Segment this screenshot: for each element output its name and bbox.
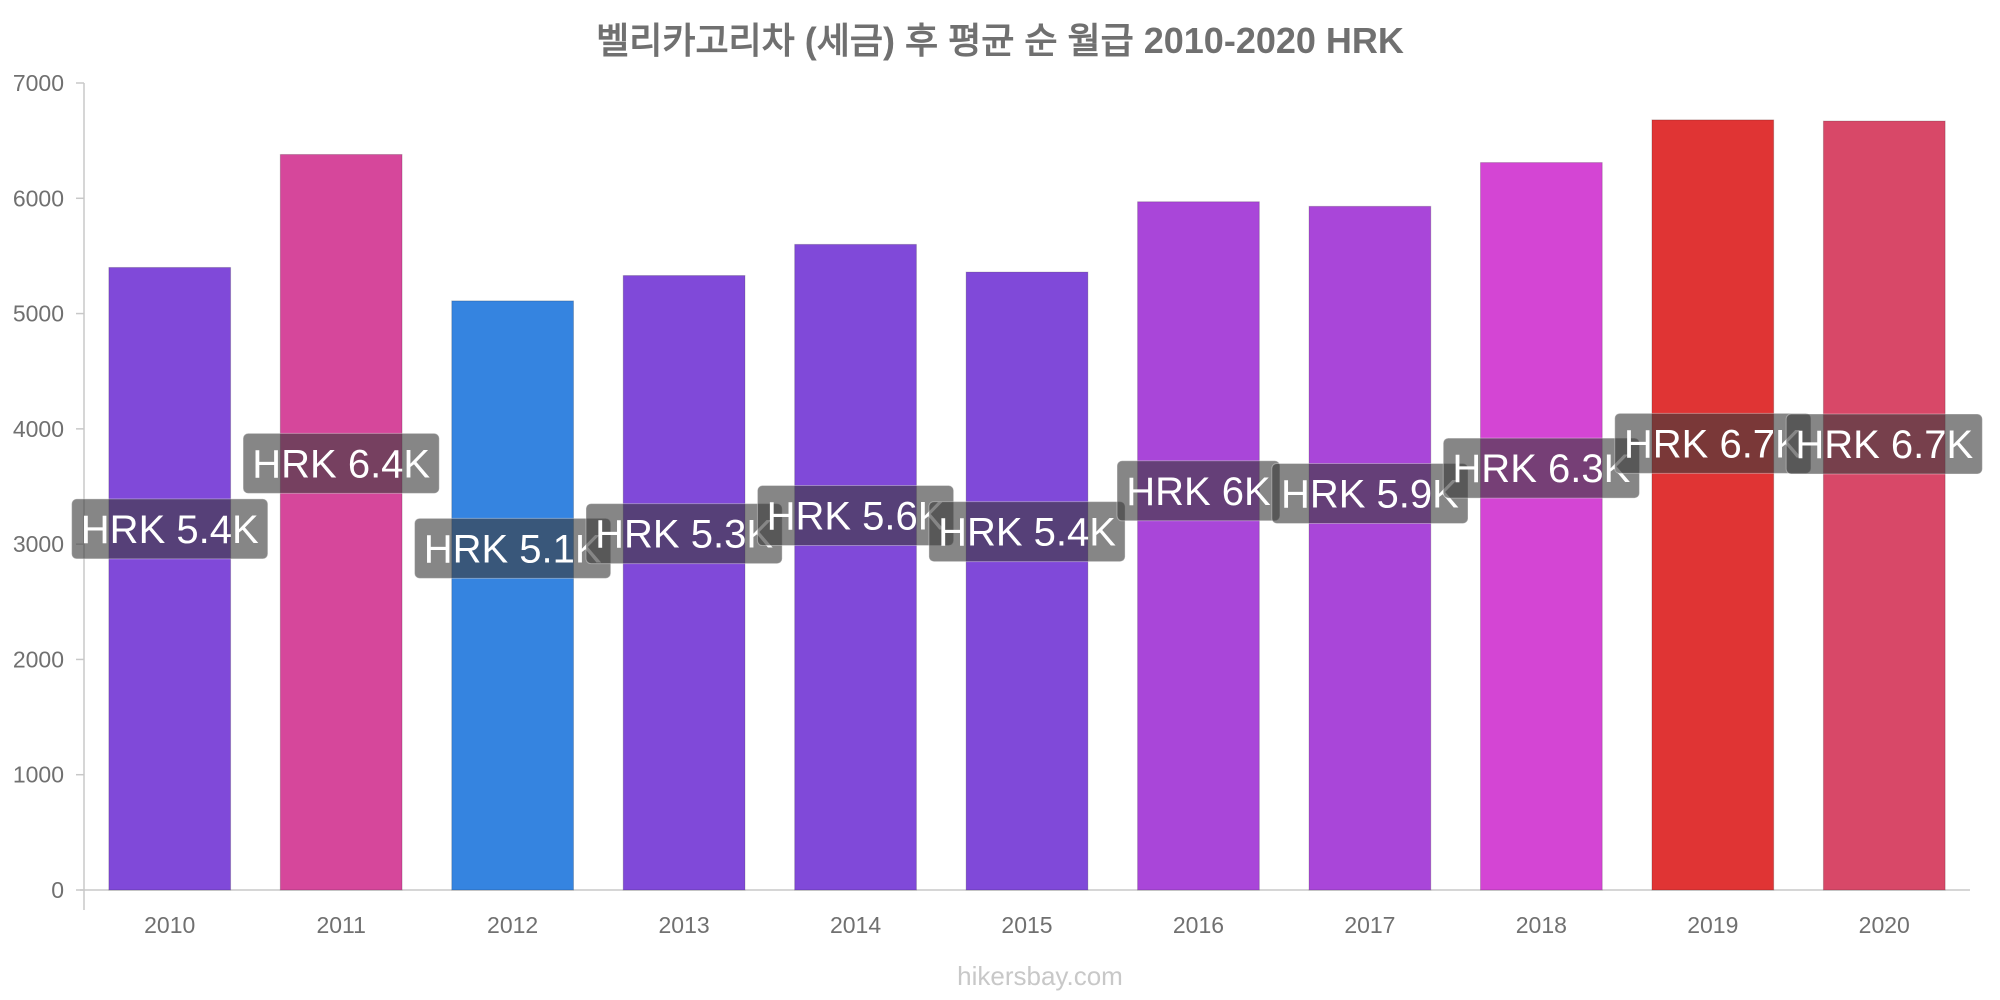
data-label-text: HRK 5.4K [81,508,259,552]
chart-title: 벨리카고리차 (세금) 후 평균 순 월급 2010-2020 HRK [596,20,1404,61]
data-label-box [1785,413,1983,475]
bar-2020 [1822,120,1946,891]
data-label-2015: HRK 5.4K [928,501,1126,563]
y-tick-label: 7000 [13,70,64,96]
data-label-2020: HRK 6.7K [1785,413,1983,475]
x-tick-label: 2017 [1344,912,1395,938]
x-tick-label: 2015 [1001,912,1052,938]
bar-2017 [1308,205,1432,891]
watermark: hikersbay.com [957,961,1123,991]
x-tick-label: 2010 [144,912,195,938]
data-label-text: HRK 6K [1126,470,1271,514]
data-label-2010: HRK 5.4K [71,498,269,560]
bar-2014 [794,243,917,891]
y-tick-label: 4000 [13,416,64,442]
x-tick-label: 2014 [830,912,881,938]
bar-2018 [1479,162,1603,891]
bar-2019 [1651,119,1775,891]
data-label-text: HRK 5.9K [1281,472,1459,516]
data-label-text: HRK 5.1K [424,527,602,571]
data-label-2018: HRK 6.3K [1442,437,1640,499]
data-label-2013: HRK 5.3K [585,503,783,565]
axes: 0 1000 2000 3000 4000 5000 6000 7000 2010 2011 201… [13,70,1970,938]
data-label-text: HRK 6.4K [252,442,430,486]
x-tick-label: 2019 [1687,912,1738,938]
data-label-text: HRK 6.7K [1624,422,1802,466]
data-label-2012: HRK 5.1K [414,517,612,579]
x-tick-label: 2011 [316,912,365,938]
x-tick-label: 2020 [1859,912,1910,938]
x-tick-label: 2018 [1516,912,1567,938]
bar-2013 [622,275,746,891]
data-label-text: HRK 6.3K [1452,447,1630,491]
bars [108,119,1946,891]
data-label-text: HRK 5.3K [595,513,773,557]
bar-2012 [451,300,575,891]
bar-2016 [1137,201,1260,891]
data-label-text: HRK 6.7K [1795,423,1973,467]
y-tick-label: 0 [51,877,64,903]
data-label-2011: HRK 6.4K [242,432,440,494]
y-tick-label: 3000 [13,531,64,557]
data-label-text: HRK 5.6K [767,495,945,539]
data-label-text: HRK 5.4K [938,511,1116,555]
data-label-2017: HRK 5.9K [1271,462,1469,524]
bar-2010 [108,266,232,891]
bar-2011 [279,153,403,891]
data-label-2019: HRK 6.7K [1614,412,1812,474]
y-tick-label: 2000 [13,646,64,672]
y-tick-label: 6000 [13,185,64,211]
y-tick-label: 5000 [13,301,64,327]
data-label-box [242,432,440,494]
bar-2015 [965,271,1089,891]
data-label-2014: HRK 5.6K [756,485,955,547]
x-tick-label: 2013 [659,912,710,938]
y-tick-label: 1000 [13,762,64,788]
x-tick-label: 2012 [487,912,538,938]
data-label-box [928,501,1126,563]
data-label-box [71,498,269,560]
data-label-2016: HRK 6K [1116,460,1281,522]
x-tick-label: 2016 [1173,912,1224,938]
